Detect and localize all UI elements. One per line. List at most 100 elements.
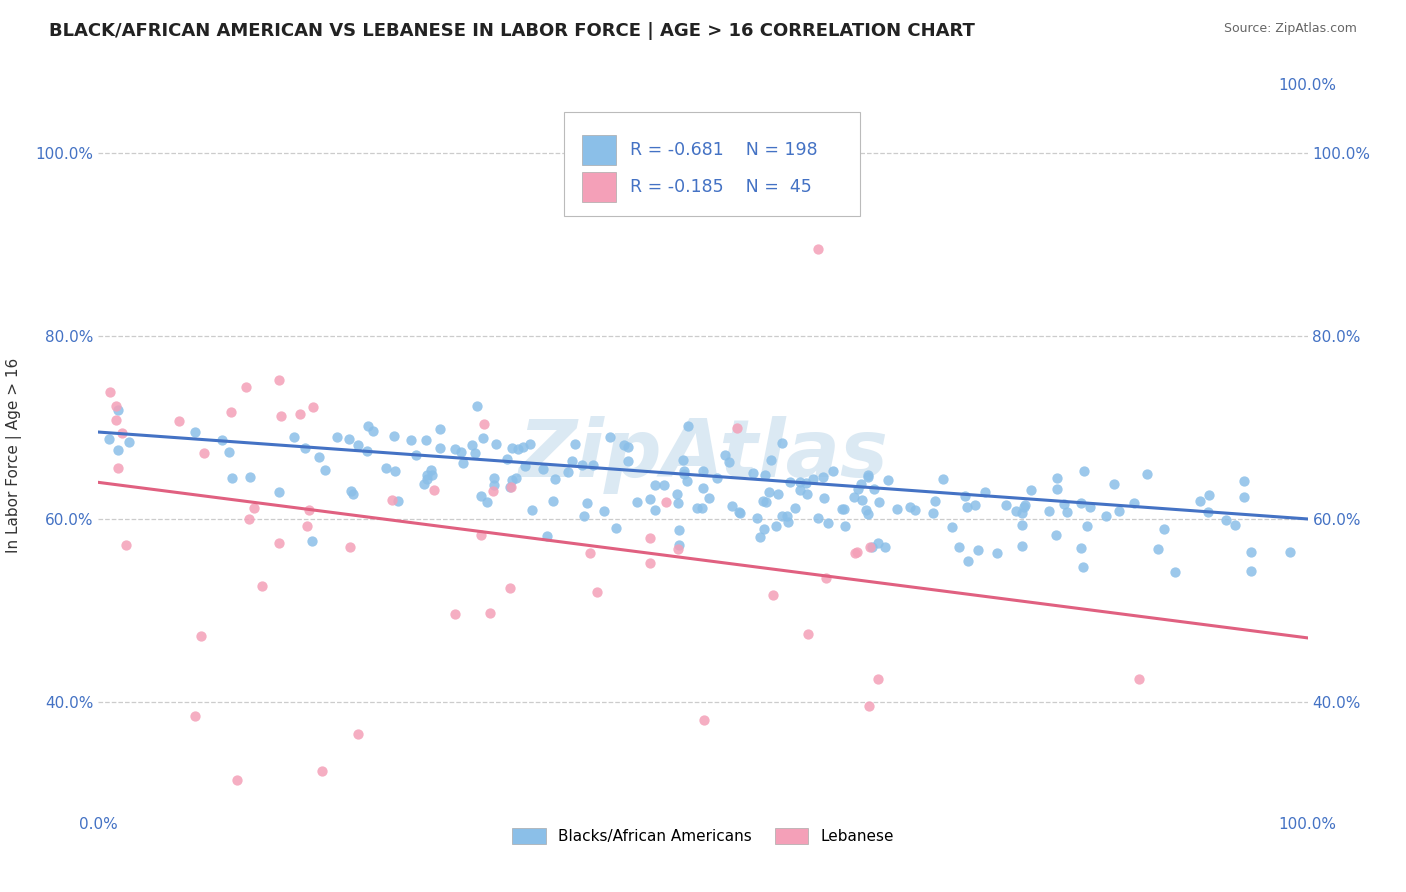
Point: [613, 438, 636, 452]
Point: [356, 444, 378, 458]
Point: [783, 500, 806, 515]
Point: [97, 432, 120, 446]
Point: [339, 540, 361, 554]
Point: [239, 469, 262, 483]
Point: [605, 521, 627, 535]
Point: [301, 533, 323, 548]
Point: [250, 579, 273, 593]
Point: [564, 437, 586, 451]
Point: [416, 472, 439, 486]
Point: [673, 467, 696, 482]
Point: [269, 373, 291, 387]
Point: [995, 498, 1018, 512]
Point: [1095, 509, 1118, 524]
Point: [238, 512, 260, 526]
Point: [190, 629, 212, 643]
Point: [1014, 498, 1036, 512]
Point: [381, 493, 404, 508]
Point: [1073, 464, 1095, 478]
Point: [110, 426, 132, 441]
Point: [886, 501, 908, 516]
Point: [807, 511, 830, 525]
Point: [652, 477, 675, 491]
Point: [298, 502, 321, 516]
Point: [184, 425, 207, 439]
Point: [450, 445, 472, 459]
Point: [768, 487, 790, 501]
Point: [789, 483, 811, 498]
Point: [863, 482, 886, 496]
Point: [470, 489, 492, 503]
Point: [1071, 559, 1094, 574]
Point: [666, 496, 689, 510]
Point: [1164, 565, 1187, 579]
Point: [1233, 474, 1256, 488]
Bar: [582, 172, 616, 202]
Point: [617, 454, 640, 468]
Point: [668, 538, 690, 552]
Point: [557, 465, 579, 479]
Point: [470, 528, 492, 542]
Point: [745, 510, 768, 524]
Point: [676, 474, 699, 488]
Point: [834, 518, 856, 533]
Point: [794, 476, 817, 491]
Point: [374, 461, 396, 475]
Point: [405, 448, 427, 462]
Point: [519, 437, 541, 451]
Point: [1108, 504, 1130, 518]
Point: [501, 441, 523, 455]
Point: [193, 446, 215, 460]
Point: [1197, 506, 1219, 520]
Point: [617, 441, 640, 455]
Point: [1189, 493, 1212, 508]
Point: [283, 430, 305, 444]
Point: [956, 553, 979, 567]
Point: [1070, 496, 1092, 510]
Point: [415, 433, 437, 447]
Point: [505, 471, 527, 485]
Point: [1011, 539, 1033, 553]
Point: [858, 507, 880, 521]
Point: [932, 472, 955, 486]
Point: [361, 424, 384, 438]
Point: [107, 460, 129, 475]
Point: [665, 487, 688, 501]
Point: [1215, 513, 1237, 527]
Point: [308, 450, 330, 464]
Point: [713, 448, 735, 462]
Point: [465, 399, 488, 413]
Point: [1128, 672, 1150, 686]
Point: [727, 505, 749, 519]
Point: [571, 458, 593, 473]
Point: [347, 438, 370, 452]
Point: [1045, 528, 1067, 542]
Point: [1046, 482, 1069, 496]
Point: [1056, 505, 1078, 519]
Point: [776, 508, 799, 523]
Point: [460, 438, 482, 452]
Point: [382, 429, 405, 443]
Point: [384, 464, 406, 478]
Point: [948, 540, 970, 554]
Point: [1046, 470, 1069, 484]
Point: [672, 453, 695, 467]
Point: [340, 483, 363, 498]
Point: [314, 463, 336, 477]
Point: [495, 451, 517, 466]
Point: [859, 540, 882, 554]
Text: R = -0.185    N =  45: R = -0.185 N = 45: [630, 178, 813, 196]
Point: [748, 530, 770, 544]
Point: [98, 384, 121, 399]
Legend: Blacks/African Americans, Lebanese: Blacks/African Americans, Lebanese: [506, 822, 900, 850]
Point: [693, 713, 716, 727]
Point: [831, 502, 853, 516]
Point: [986, 545, 1008, 559]
Point: [536, 529, 558, 543]
Point: [765, 518, 787, 533]
Point: [464, 446, 486, 460]
Point: [742, 466, 765, 480]
Point: [690, 501, 713, 516]
Point: [1146, 541, 1168, 556]
Point: [342, 487, 364, 501]
